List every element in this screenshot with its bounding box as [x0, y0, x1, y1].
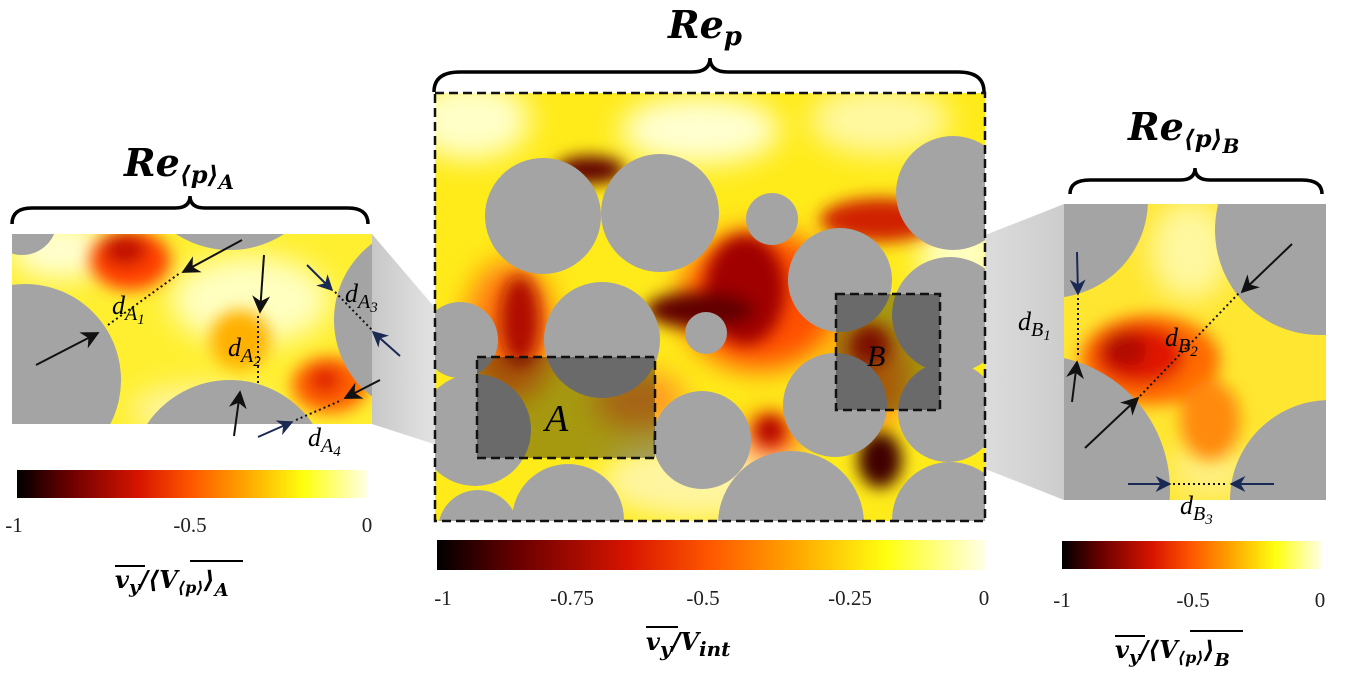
center-frame [433, 91, 987, 523]
right-panel: Re⟨p⟩B [1018, 104, 1326, 671]
right-field [1064, 204, 1326, 500]
right-tick-label: -0.5 [1176, 588, 1209, 612]
left-tick-label: -1 [5, 513, 23, 537]
region-b-box [834, 292, 942, 412]
left-colorbar-label: vy/⟨V⟨p⟩⟩A [115, 560, 243, 601]
left-tick-label: 0 [362, 513, 373, 537]
left-distance-label: dA2 [228, 333, 261, 370]
left-distance-label: dA1 [112, 291, 145, 328]
center-tick-label: -1 [434, 586, 452, 610]
region-a-label: A [542, 398, 569, 440]
center-field [435, 93, 985, 521]
left-tick-label: -0.5 [173, 513, 206, 537]
center-colorbar-ticks: -1 -0.75 -0.5 -0.25 0 [434, 586, 989, 610]
left-distance-label: dA3 [345, 279, 378, 316]
center-colorbar-label: vy/Vint [646, 626, 731, 661]
right-distance-markers [1066, 243, 1293, 492]
right-title: Re⟨p⟩B [1127, 104, 1239, 158]
center-tick-label: -0.25 [828, 586, 872, 610]
right-distance-label: dB2 [1165, 323, 1198, 360]
right-tick-label: -1 [1053, 588, 1071, 612]
left-colorbar [17, 470, 367, 498]
region-b-overlay [836, 294, 940, 410]
right-brace [1068, 167, 1324, 195]
center-panel: Rep [432, 2, 989, 661]
left-distance-label: dA4 [308, 423, 341, 460]
center-brace [432, 57, 986, 93]
right-obstacles [1064, 204, 1326, 500]
center-tick-label: 0 [979, 586, 990, 610]
svg-text:vy/⟨V⟨p⟩⟩A: vy/⟨V⟨p⟩⟩A [115, 565, 229, 601]
left-title: Re⟨p⟩A [123, 140, 234, 194]
right-tick-label: 0 [1315, 588, 1326, 612]
svg-text:vy/⟨V⟨p⟩⟩B: vy/⟨V⟨p⟩⟩B [1115, 635, 1230, 671]
left-distance-markers [35, 239, 401, 438]
center-title: Rep [667, 2, 742, 52]
region-a-overlay [477, 357, 655, 458]
right-colorbar [1062, 541, 1322, 569]
right-colorbar-label: vy/⟨V⟨p⟩⟩B [1115, 630, 1243, 671]
left-brace [10, 195, 370, 225]
svg-text:vy/Vint: vy/Vint [646, 627, 731, 661]
region-b-label: B [867, 340, 885, 373]
right-distance-label: dB1 [1018, 307, 1051, 344]
center-tick-label: -0.75 [550, 586, 594, 610]
center-tick-label: -0.5 [686, 586, 719, 610]
right-distance-label: dB3 [1180, 491, 1213, 528]
region-a-box [475, 355, 657, 460]
left-panel: Re⟨p⟩A [5, 140, 401, 601]
center-colorbar [437, 540, 985, 570]
